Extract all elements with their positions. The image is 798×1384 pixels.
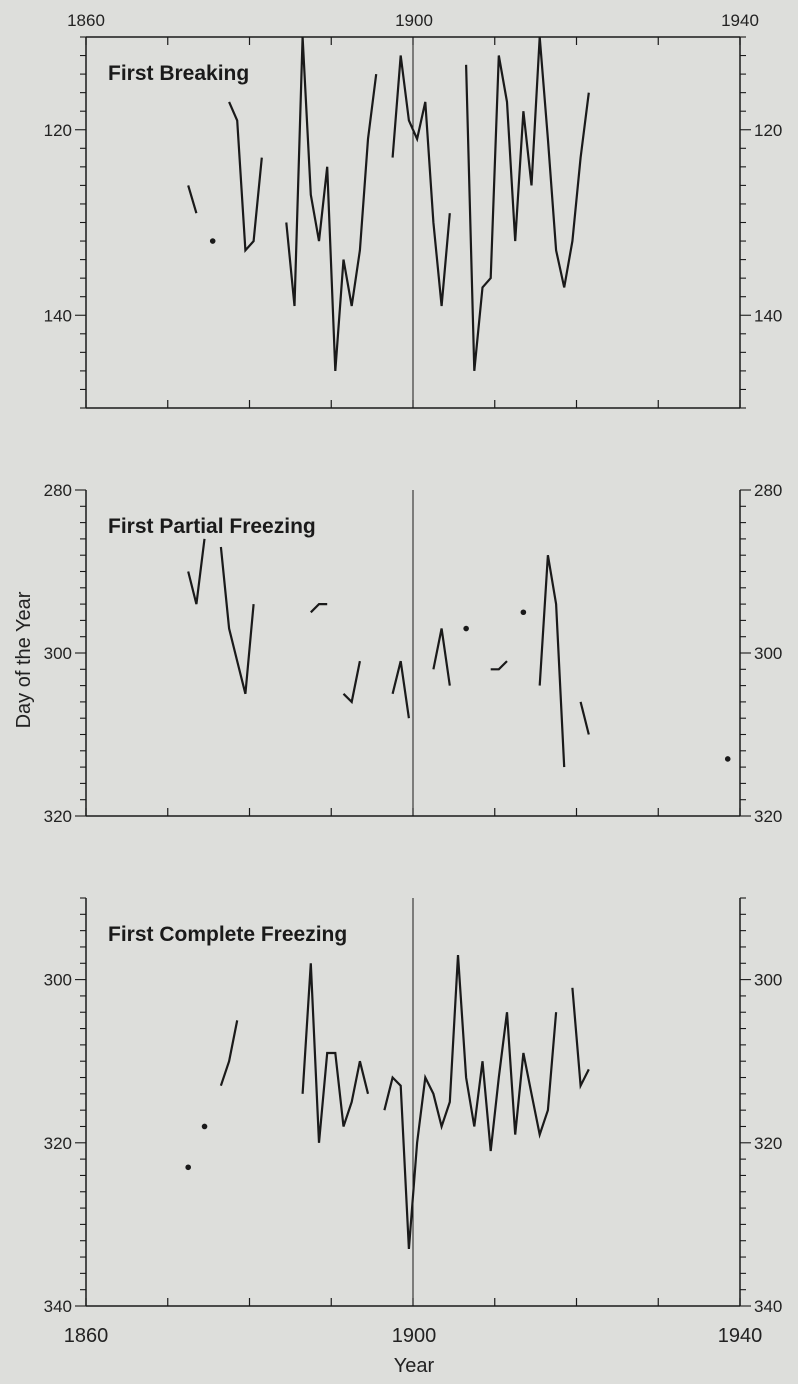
first-partial-freezing-series-segment-9 [538,555,566,768]
first-complete-freezing-left-tick-label-340: 340 [44,1297,72,1316]
first-partial-freezing-series-segment-0 [187,538,206,605]
x-axis-title: Year [394,1355,435,1377]
first-complete-freezing-right-tick-label-340: 340 [754,1297,782,1316]
first-partial-freezing-data-point-1938.5 [724,756,731,762]
first-partial-freezing-series-segment-7 [490,660,508,671]
first-partial-freezing-series-segment-1 [219,546,255,695]
first-partial-freezing-left-tick-label-320: 320 [44,807,72,826]
first-complete-freezing-data-point-1874.5 [201,1123,208,1130]
first-partial-freezing-right-tick-label-300: 300 [754,644,782,663]
first-partial-freezing-data-point-1906.5 [463,625,469,632]
first-partial-freezing-series-segment-5 [432,628,451,686]
first-breaking-series-segment-4 [391,55,451,307]
first-complete-freezing-series-segment-2 [219,1020,239,1087]
first-partial-freezing-series-segment-3 [342,660,361,705]
bottom-year-label-1940: 1940 [718,1325,763,1347]
first-partial-freezing-series-segment-4 [391,660,410,719]
first-partial-freezing-right-tick-label-280: 280 [754,481,782,500]
first-breaking-series-segment-5 [465,36,590,372]
first-breaking-series-segment-0 [187,185,198,214]
first-breaking-title: First Breaking [108,62,249,85]
first-complete-freezing-right-tick-label-300: 300 [754,971,782,990]
first-complete-freezing-left-tick-label-320: 320 [44,1134,72,1153]
top-year-label-1940: 1940 [721,11,759,30]
first-complete-freezing-series-segment-5 [571,987,590,1090]
first-partial-freezing-left-tick-label-280: 280 [44,481,72,500]
first-complete-freezing-title: First Complete Freezing [108,923,347,946]
first-breaking-series-segment-3 [285,36,378,371]
top-year-label-1860: 1860 [67,11,105,30]
first-breaking-data-point-1875.5 [209,238,216,244]
first-breaking-left-tick-label-120: 120 [44,121,72,140]
top-year-label-1900: 1900 [395,11,433,30]
first-complete-freezing-right-tick-label-320: 320 [754,1134,782,1153]
first-breaking-panel: 120 120 140 140 First Breaking [44,36,782,409]
first-partial-freezing-panel: 280 280 300 300 320 320 First Partial Freezing [44,481,783,826]
first-partial-freezing-series-segment-10 [579,701,590,735]
first-complete-freezing-left-tick-label-300: 300 [44,971,72,990]
first-breaking-series-segment-2 [228,101,263,253]
first-complete-freezing-panel: 300 300 320 320 340 340 First Complete Freezin… [44,897,782,1316]
y-axis-title: Day of the Year [13,591,35,728]
first-complete-freezing-series-segment-4 [383,955,558,1249]
chart-panels: 120 120 140 140 First Breaking 280 280 300 300 32… [44,36,783,1316]
first-partial-freezing-right-tick-label-320: 320 [754,807,782,826]
first-breaking-right-tick-label-120: 120 [754,121,782,140]
first-partial-freezing-title: First Partial Freezing [108,515,316,538]
first-breaking-right-tick-label-140: 140 [754,306,782,325]
first-partial-freezing-left-tick-label-300: 300 [44,644,72,663]
first-complete-freezing-data-point-1872.5 [185,1164,191,1171]
bottom-year-label-1860: 1860 [64,1325,109,1347]
first-complete-freezing-series-segment-3 [301,963,370,1143]
year-axis-labels: 1860 1900 1940 1860 1900 1940 Year Day o… [13,11,762,1377]
bottom-year-label-1900: 1900 [392,1325,437,1347]
first-partial-freezing-data-point-1913.5 [520,609,527,616]
first-breaking-left-tick-label-140: 140 [44,306,72,325]
first-partial-freezing-series-segment-2 [310,602,328,614]
